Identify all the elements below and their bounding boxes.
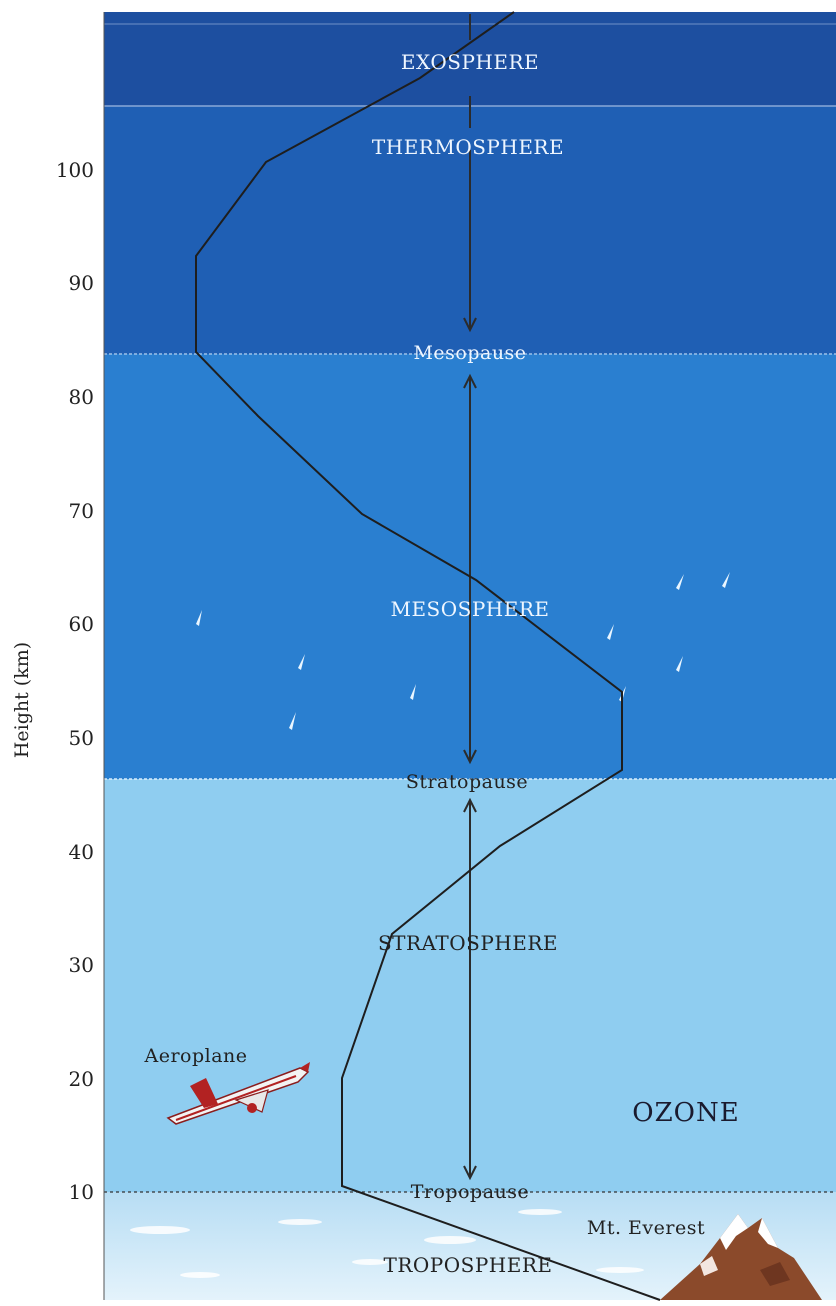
- tick-label: 50: [68, 726, 94, 750]
- mesopause-label: Mesopause: [413, 342, 527, 364]
- stratopause-label: Stratopause: [405, 771, 529, 793]
- thermosphere-label: THERMOSPHERE: [371, 135, 565, 159]
- tick-label: 80: [68, 385, 94, 409]
- tick-label: 10: [68, 1180, 94, 1204]
- tick-label: 60: [68, 612, 94, 636]
- mt-everest-label: Mt. Everest: [586, 1217, 706, 1239]
- tick-label: 70: [68, 499, 94, 523]
- tick-label: 40: [68, 840, 94, 864]
- tick-label: 100: [55, 158, 94, 182]
- aeroplane-label: Aeroplane: [144, 1045, 248, 1067]
- stratosphere-label: STRATOSPHERE: [377, 931, 559, 955]
- tick-label: 30: [68, 953, 94, 977]
- tick-label: 20: [68, 1067, 94, 1091]
- mt-everest-icon: [660, 1214, 822, 1300]
- tick-label: 90: [68, 271, 94, 295]
- ozone-label: OZONE: [632, 1098, 740, 1128]
- meteors: [196, 572, 730, 730]
- clouds: [130, 1209, 644, 1278]
- temperature-profile-line: [195, 11, 661, 1301]
- y-axis-title: Height (km): [4, 620, 40, 780]
- aeroplane-icon: [166, 1062, 310, 1125]
- tropopause-label: Tropopause: [410, 1181, 530, 1203]
- exosphere-label: EXOSPHERE: [400, 50, 540, 74]
- y-axis-label: Height (km): [11, 641, 33, 759]
- mesosphere-label: MESOSPHERE: [390, 597, 550, 621]
- troposphere-label: TROPOSPHERE: [383, 1253, 553, 1277]
- layer-arrows: [463, 14, 477, 1181]
